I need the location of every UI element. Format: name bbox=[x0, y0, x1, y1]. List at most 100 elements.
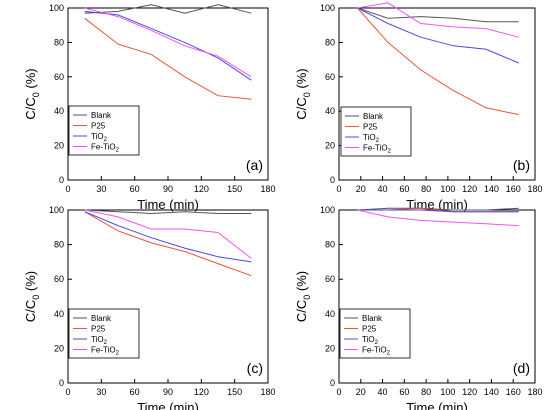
y-tick-label: 0 bbox=[59, 175, 64, 185]
y-axis-title-main: C/C bbox=[294, 97, 309, 119]
x-tick-label: 0 bbox=[65, 184, 70, 194]
y-tick-label: 100 bbox=[49, 3, 64, 13]
y-axis-title-main: C/C bbox=[23, 97, 38, 119]
x-tick-label: 140 bbox=[484, 184, 499, 194]
y-tick-label: 0 bbox=[59, 378, 64, 388]
legend-label-text: Fe-TiO bbox=[91, 346, 116, 355]
x-tick-label: 30 bbox=[96, 387, 106, 397]
y-tick-label: 100 bbox=[320, 3, 335, 13]
x-tick-label: 40 bbox=[378, 184, 388, 194]
legend-label-subscript: 2 bbox=[104, 137, 108, 143]
series-line-tio2 bbox=[84, 10, 252, 81]
y-tick-label: 20 bbox=[54, 141, 64, 151]
legend-label: Blank bbox=[91, 314, 112, 323]
x-tick-label: 90 bbox=[163, 184, 173, 194]
y-tick-label: 20 bbox=[325, 141, 335, 151]
series-line-blank bbox=[84, 4, 252, 14]
x-tick-label: 90 bbox=[163, 387, 173, 397]
x-tick-label: 80 bbox=[421, 184, 431, 194]
x-tick-label: 0 bbox=[336, 387, 341, 397]
x-tick-label: 0 bbox=[336, 184, 341, 194]
x-tick-label: 20 bbox=[356, 387, 366, 397]
y-axis-title-main: C/C bbox=[23, 300, 38, 322]
chart-panel-2: 0 20 40 60 80 100 120 140 160 180020406080100Time… bbox=[294, 2, 543, 212]
x-tick-label: 160 bbox=[506, 184, 521, 194]
x-tick-label: 60 bbox=[399, 184, 409, 194]
x-tick-label: 150 bbox=[227, 184, 242, 194]
y-axis-title-tail: (%) bbox=[294, 271, 309, 295]
x-tick-label: 100 bbox=[440, 387, 455, 397]
legend-label: Fe-TiO2 bbox=[362, 346, 391, 357]
x-axis-title: Time (min) bbox=[406, 400, 468, 410]
legend-label-subscript: 2 bbox=[104, 340, 108, 346]
y-axis-title-tail: (%) bbox=[23, 68, 38, 92]
x-tick-label: 40 bbox=[378, 387, 388, 397]
y-tick-label: 80 bbox=[54, 37, 64, 47]
series-line-blank bbox=[357, 207, 519, 211]
y-axis-title: C/C0 (%) bbox=[294, 271, 312, 322]
y-tick-label: 20 bbox=[54, 343, 64, 353]
legend-label: Fe-TiO2 bbox=[91, 346, 120, 357]
panel-label: (c) bbox=[247, 360, 263, 376]
legend-label-subscript: 2 bbox=[116, 351, 120, 357]
legend-label: Fe-TiO2 bbox=[91, 143, 120, 154]
y-tick-label: 40 bbox=[325, 309, 335, 319]
panel-label: (d) bbox=[513, 360, 530, 376]
legend-label-text: Fe-TiO bbox=[362, 346, 387, 355]
y-tick-label: 40 bbox=[325, 106, 335, 116]
legend-label: Blank bbox=[363, 112, 384, 121]
series-line-tio2 bbox=[357, 7, 519, 64]
legend-label: P25 bbox=[362, 325, 377, 334]
y-tick-label: 0 bbox=[330, 175, 335, 185]
x-tick-label: 160 bbox=[506, 387, 521, 397]
x-tick-label: 60 bbox=[130, 184, 140, 194]
series-line-p25 bbox=[84, 211, 252, 277]
y-tick-label: 80 bbox=[54, 240, 64, 250]
legend-label: TiO2 bbox=[363, 133, 380, 144]
legend-label-text: TiO bbox=[91, 335, 104, 344]
x-tick-label: 100 bbox=[440, 184, 455, 194]
legend-label: Blank bbox=[362, 314, 383, 323]
y-axis-title-subscript: 0 bbox=[31, 92, 41, 97]
legend-label: TiO2 bbox=[91, 132, 108, 143]
y-tick-label: 100 bbox=[320, 205, 335, 215]
x-tick-label: 180 bbox=[527, 387, 542, 397]
x-tick-label: 120 bbox=[194, 387, 209, 397]
panel-label: (a) bbox=[246, 157, 263, 173]
legend-label: Blank bbox=[91, 111, 112, 120]
series-line-tio2 bbox=[357, 209, 519, 213]
y-tick-label: 60 bbox=[325, 274, 335, 284]
legend-label-subscript: 2 bbox=[387, 351, 391, 357]
legend-label-text: TiO bbox=[363, 133, 376, 142]
legend-label-text: TiO bbox=[362, 335, 375, 344]
y-tick-label: 60 bbox=[54, 72, 64, 82]
legend-label: Fe-TiO2 bbox=[363, 144, 392, 155]
y-tick-label: 40 bbox=[54, 309, 64, 319]
y-tick-label: 40 bbox=[54, 106, 64, 116]
y-axis-title-main: C/C bbox=[294, 300, 309, 322]
x-tick-label: 20 bbox=[356, 184, 366, 194]
x-tick-label: 150 bbox=[227, 387, 242, 397]
series-line-fe-tio2 bbox=[84, 7, 252, 78]
chart-panel-4: 0 20 40 60 80 100 120 140 160 180020406080100Time… bbox=[294, 205, 543, 410]
x-tick-label: 120 bbox=[462, 387, 477, 397]
y-axis-title: C/C0 (%) bbox=[23, 271, 41, 322]
series-line-fe-tio2 bbox=[357, 209, 519, 227]
y-tick-label: 80 bbox=[325, 240, 335, 250]
x-tick-label: 140 bbox=[484, 387, 499, 397]
plot-frame bbox=[338, 7, 536, 181]
y-axis-title-subscript: 0 bbox=[302, 92, 312, 97]
x-axis-title: Time (min) bbox=[137, 400, 199, 410]
x-tick-label: 60 bbox=[130, 387, 140, 397]
series-line-fe-tio2 bbox=[84, 209, 252, 259]
x-tick-label: 30 bbox=[96, 184, 106, 194]
x-axis-title: Time (min) bbox=[137, 197, 199, 212]
legend-label: TiO2 bbox=[362, 335, 379, 346]
y-tick-label: 80 bbox=[325, 37, 335, 47]
